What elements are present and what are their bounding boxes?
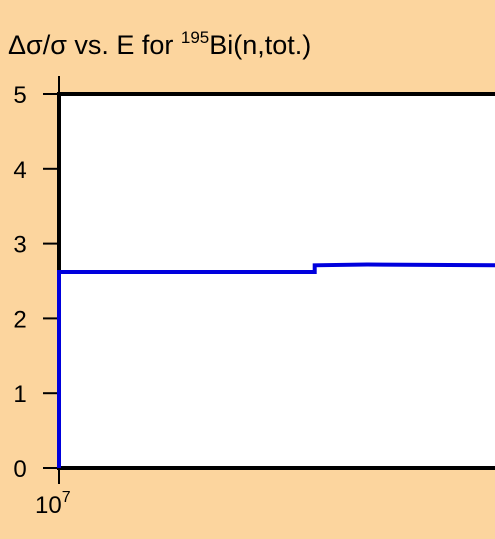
y-tick-label: 5	[13, 82, 26, 109]
title-suffix: Bi(n,tot.)	[209, 30, 311, 60]
series-line	[57, 262, 495, 468]
x-tick-label: 107	[35, 489, 71, 519]
y-tick-label: 3	[13, 232, 26, 259]
title-prefix: Δσ/σ vs. E for	[8, 30, 181, 60]
y-tick-label: 0	[13, 456, 26, 483]
x-axis: 107	[35, 489, 71, 519]
title-mass-number: 195	[181, 28, 209, 47]
chart-title: Δσ/σ vs. E for 195Bi(n,tot.)	[8, 28, 311, 60]
y-tick-label: 1	[13, 381, 26, 408]
y-tick-label: 2	[13, 306, 26, 333]
plot-area	[57, 92, 495, 470]
y-tick-label: 4	[13, 157, 26, 184]
y-axis: 0 1 2 3 4 5	[13, 82, 59, 483]
